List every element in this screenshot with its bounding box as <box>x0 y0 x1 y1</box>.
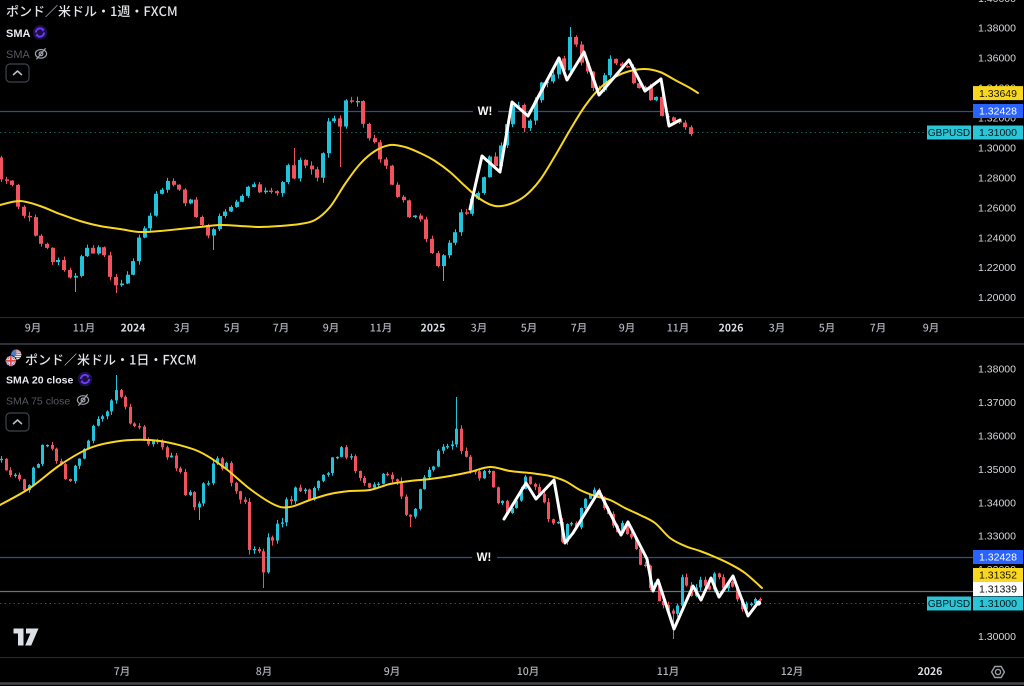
svg-text:1.35000: 1.35000 <box>978 464 1016 476</box>
svg-text:1.40000: 1.40000 <box>978 0 1016 5</box>
svg-text:1.31339: 1.31339 <box>979 584 1017 596</box>
svg-text:1.26000: 1.26000 <box>978 202 1016 214</box>
svg-text:SMA: SMA <box>6 49 31 61</box>
svg-text:1.33000: 1.33000 <box>978 531 1016 543</box>
svg-text:1.38000: 1.38000 <box>978 23 1016 35</box>
svg-text:1.36000: 1.36000 <box>978 53 1016 65</box>
svg-text:1.32428: 1.32428 <box>979 552 1017 564</box>
svg-text:1.22000: 1.22000 <box>978 262 1016 274</box>
svg-text:1.30000: 1.30000 <box>978 631 1016 643</box>
svg-text:1.32428: 1.32428 <box>979 106 1017 118</box>
svg-text:SMA: SMA <box>6 28 31 40</box>
svg-text:SMA 75 close: SMA 75 close <box>6 396 70 408</box>
svg-text:W!: W! <box>477 552 492 564</box>
svg-text:1.20000: 1.20000 <box>978 292 1016 304</box>
svg-text:1.34000: 1.34000 <box>978 497 1016 509</box>
svg-text:1.28000: 1.28000 <box>978 172 1016 184</box>
svg-text:1.31000: 1.31000 <box>979 127 1017 139</box>
svg-text:W!: W! <box>478 106 493 118</box>
svg-text:1.36000: 1.36000 <box>978 431 1016 443</box>
svg-text:1.38000: 1.38000 <box>978 364 1016 376</box>
svg-text:GBPUSD: GBPUSD <box>928 128 970 139</box>
svg-text:1.33649: 1.33649 <box>979 88 1017 100</box>
svg-text:1.31352: 1.31352 <box>979 570 1017 582</box>
svg-text:1.37000: 1.37000 <box>978 397 1016 409</box>
svg-text:GBPUSD: GBPUSD <box>928 599 970 610</box>
svg-text:1.24000: 1.24000 <box>978 232 1016 244</box>
svg-text:1.30000: 1.30000 <box>978 143 1016 155</box>
svg-text:1.31000: 1.31000 <box>979 598 1017 610</box>
svg-text:SMA 20 close: SMA 20 close <box>6 375 73 387</box>
